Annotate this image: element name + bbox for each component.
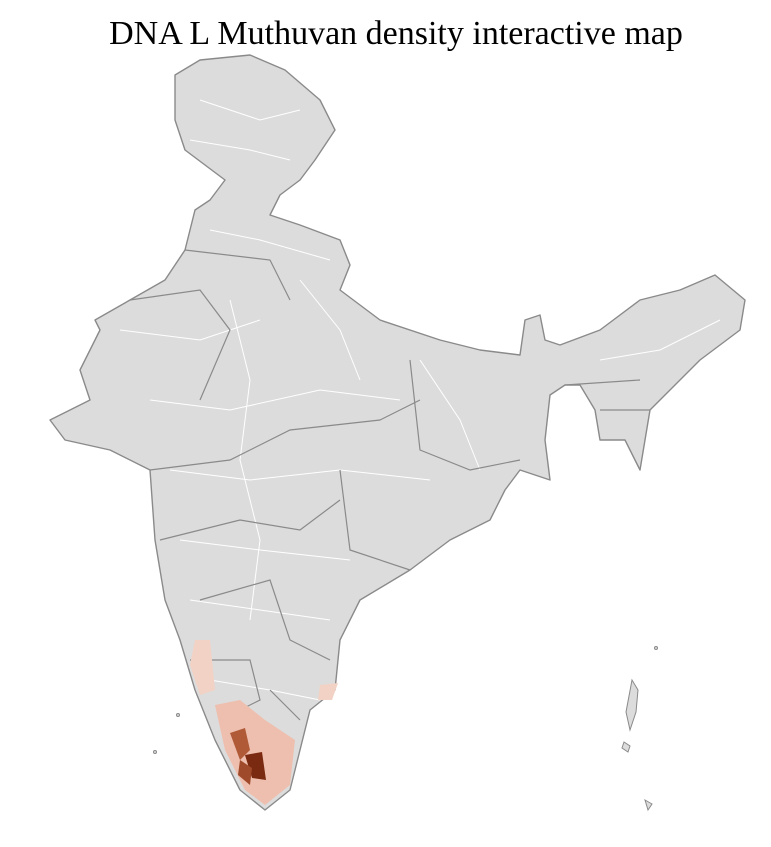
region-low	[318, 683, 338, 700]
country-outline	[49, 54, 746, 811]
state-borders	[129, 249, 650, 721]
region-high	[245, 752, 266, 780]
map-title: DNA L Muthuvan density interactive map	[109, 15, 683, 52]
region-mid	[230, 728, 250, 760]
islands	[153, 646, 658, 812]
region-mid	[238, 760, 252, 785]
region-low	[215, 700, 295, 805]
india-map	[49, 54, 746, 812]
density-highlight	[190, 640, 338, 805]
region-low	[190, 640, 215, 695]
